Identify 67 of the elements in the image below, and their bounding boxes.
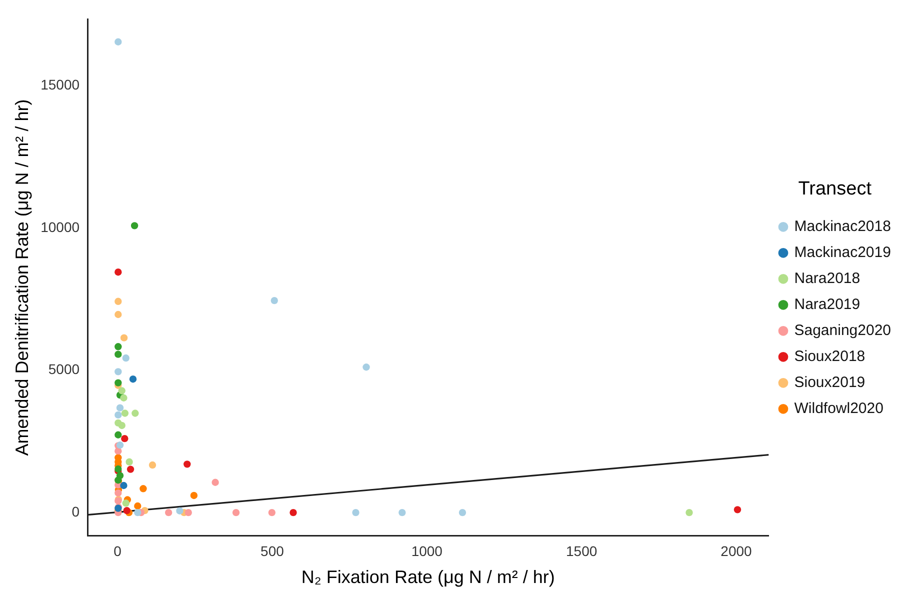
- point: [114, 298, 122, 306]
- point: [120, 394, 128, 402]
- point: [232, 508, 240, 516]
- y-axis-title: Amended Denitrification Rate (μg N / m² / hr): [12, 99, 32, 456]
- point: [120, 482, 128, 490]
- point: [268, 508, 276, 516]
- point: [362, 364, 370, 371]
- point: [184, 508, 192, 516]
- legend-label: Nara2018: [794, 270, 860, 288]
- point: [114, 268, 122, 276]
- point: [140, 485, 147, 492]
- point: [114, 343, 122, 350]
- point: [123, 506, 130, 514]
- x-tick-label: 0: [114, 542, 122, 559]
- point: [184, 460, 191, 468]
- point: [212, 478, 219, 486]
- point: [116, 404, 124, 412]
- y-tick-label: 0: [72, 503, 80, 520]
- point: [114, 379, 122, 386]
- point: [148, 461, 156, 469]
- point: [130, 222, 138, 230]
- point: [114, 411, 122, 419]
- x-tick-label: 1000: [411, 542, 443, 559]
- point: [114, 368, 122, 376]
- point: [164, 508, 172, 516]
- y-tick-label: 15000: [40, 76, 80, 93]
- point: [270, 296, 278, 304]
- legend-label: Sioux2019: [794, 374, 866, 392]
- point: [129, 375, 137, 383]
- legend-label: Nara2019: [794, 296, 860, 314]
- x-axis-title: N₂ Fixation Rate (μg N / m² / hr): [301, 567, 555, 588]
- point: [114, 38, 122, 46]
- point: [118, 387, 126, 394]
- point: [176, 507, 184, 514]
- point: [120, 334, 128, 342]
- point: [114, 431, 122, 438]
- y-tick-label: 10000: [40, 218, 80, 235]
- legend-title: Transect: [798, 178, 872, 200]
- point: [114, 489, 122, 497]
- legend-label: Saganing2020: [794, 322, 892, 340]
- point: [132, 410, 139, 417]
- point: [190, 492, 198, 500]
- y-tick-label: 5000: [48, 361, 80, 378]
- point: [352, 508, 360, 516]
- point: [114, 310, 122, 318]
- x-tick-label: 1500: [566, 542, 598, 559]
- point: [686, 508, 693, 516]
- point: [458, 508, 466, 516]
- legend-label: Mackinac2018: [794, 218, 891, 236]
- point: [121, 434, 128, 442]
- legend-label: Wildfowl2020: [794, 400, 884, 418]
- point: [126, 466, 134, 473]
- point: [290, 508, 297, 516]
- point: [126, 458, 133, 466]
- point: [398, 508, 406, 516]
- point: [121, 410, 129, 417]
- point: [122, 354, 130, 362]
- point: [114, 350, 122, 358]
- point: [122, 500, 130, 507]
- point: [118, 422, 126, 430]
- point: [734, 506, 742, 514]
- point: [134, 502, 142, 510]
- legend-label: Mackinac2019: [794, 244, 891, 262]
- x-tick-label: 500: [260, 542, 284, 559]
- legend-label: Sioux2018: [794, 348, 866, 366]
- x-tick-label: 2000: [720, 542, 752, 559]
- point: [134, 508, 142, 516]
